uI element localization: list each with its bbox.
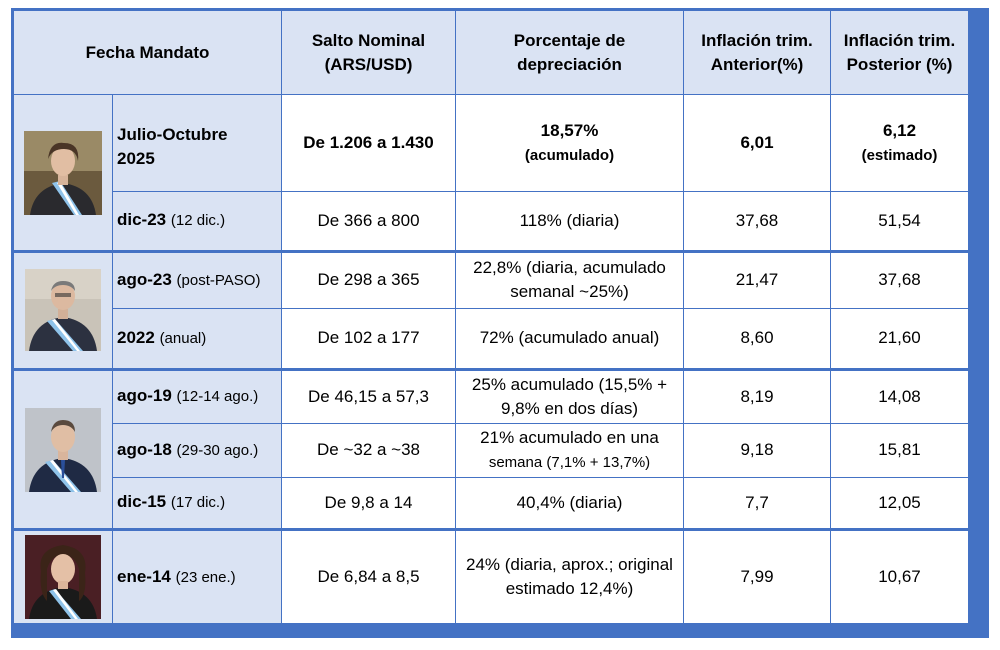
inflacion-posterior-cell: 14,08 [830, 367, 969, 424]
header-inflacion-anterior: Inflación trim. Anterior(%) [683, 9, 831, 96]
inflacion-posterior-cell: 51,54 [830, 190, 969, 252]
president-portrait-icon [25, 535, 101, 620]
president-portrait-icon [24, 130, 102, 215]
inflacion-posterior-cell: 12,05 [830, 476, 969, 531]
table-row: ago-19 (12-14 ago.) De 46,15 a 57,3 25% … [13, 367, 969, 531]
president-portrait-icon [25, 269, 101, 352]
date-cell: ago-23 (post-PASO) [112, 249, 282, 309]
table-row: ene-14 (23 ene.) De 6,84 a 8,5 24% (diar… [13, 528, 969, 624]
inflacion-anterior-cell: 7,7 [683, 476, 831, 531]
president-photo-cell [13, 528, 113, 624]
devaluation-table: Fecha Mandato Salto Nominal (ARS/USD) Por… [13, 9, 969, 624]
header-salto-nominal: Salto Nominal (ARS/USD) [281, 9, 456, 96]
table-row: ago-18 (29-30 ago.) De ~32 a ~38 21% acu… [14, 422, 969, 478]
salto-cell: De 102 a 177 [281, 307, 456, 370]
porcentaje-cell: 40,4% (diaria) [455, 476, 684, 531]
porcentaje-cell: 72% (acumulado anual) [455, 307, 684, 370]
salto-cell: De 6,84 a 8,5 [281, 528, 456, 624]
table-row: dic-15 (17 dic.) De 9,8 a 14 40,4% (diar… [14, 476, 969, 531]
date-cell: ago-18 (29-30 ago.) [112, 422, 282, 478]
salto-cell: De ~32 a ~38 [281, 422, 456, 478]
table-row: ago-23 (post-PASO) De 298 a 365 22,8% (d… [13, 249, 969, 370]
inflacion-anterior-cell: 8,60 [683, 307, 831, 370]
salto-cell: De 298 a 365 [281, 249, 456, 309]
president-photo-cell [13, 94, 113, 252]
salto-cell: De 9,8 a 14 [281, 476, 456, 531]
header-row: Fecha Mandato Salto Nominal (ARS/USD) Por… [13, 9, 969, 96]
porcentaje-cell: 18,57% (acumulado) [455, 94, 684, 192]
president-portrait-icon [25, 407, 101, 492]
porcentaje-cell: 118% (diaria) [455, 190, 684, 252]
table-row: dic-23 (12 dic.) De 366 a 800 118% (diar… [14, 190, 969, 252]
inflacion-posterior-cell: 6,12 (estimado) [830, 94, 969, 192]
salto-cell: De 366 a 800 [281, 190, 456, 252]
header-porcentaje: Porcentaje de depreciación [455, 9, 684, 96]
porcentaje-cell: 22,8% (diaria, acumulado semanal ~25%) [455, 249, 684, 309]
header-inflacion-posterior: Inflación trim. Posterior (%) [830, 9, 969, 96]
president-photo-cell [13, 249, 113, 370]
inflacion-posterior-cell: 15,81 [830, 422, 969, 478]
date-cell: ene-14 (23 ene.) [112, 528, 282, 624]
header-fecha-mandato: Fecha Mandato [13, 9, 282, 96]
inflacion-posterior-cell: 21,60 [830, 307, 969, 370]
date-cell: dic-15 (17 dic.) [112, 476, 282, 531]
inflacion-anterior-cell: 7,99 [683, 528, 831, 624]
porcentaje-cell: 24% (diaria, aprox.; original estimado 12… [455, 528, 684, 624]
inflacion-anterior-cell: 21,47 [683, 249, 831, 309]
inflacion-anterior-cell: 8,19 [683, 367, 831, 424]
porcentaje-cell: 25% acumulado (15,5% +9,8% en dos días) [455, 367, 684, 424]
inflacion-anterior-cell: 6,01 [683, 94, 831, 192]
inflacion-anterior-cell: 9,18 [683, 422, 831, 478]
salto-cell: De 1.206 a 1.430 [281, 94, 456, 192]
president-photo-cell [13, 367, 113, 531]
table-row: Julio-Octubre 2025 De 1.206 a 1.430 18,5… [13, 94, 969, 252]
inflacion-posterior-cell: 10,67 [830, 528, 969, 624]
inflacion-anterior-cell: 37,68 [683, 190, 831, 252]
date-cell: 2022 (anual) [112, 307, 282, 370]
table-row: 2022 (anual) De 102 a 177 72% (acumulado… [14, 307, 969, 370]
date-cell: dic-23 (12 dic.) [112, 190, 282, 252]
salto-cell: De 46,15 a 57,3 [281, 367, 456, 424]
porcentaje-cell: 21% acumulado en una semana (7,1% + 13,7%… [455, 422, 684, 478]
date-cell: ago-19 (12-14 ago.) [112, 367, 282, 424]
date-cell: Julio-Octubre 2025 [112, 94, 282, 192]
inflacion-posterior-cell: 37,68 [830, 249, 969, 309]
